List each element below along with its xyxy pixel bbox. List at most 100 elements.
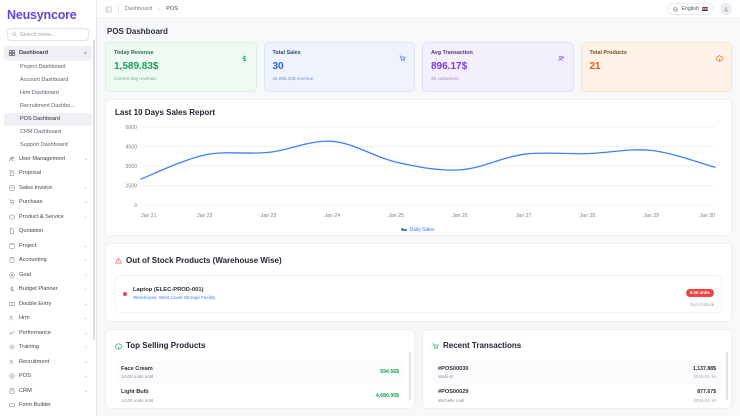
sidebar-item-accounting[interactable]: Accounting ⌄ <box>4 253 92 268</box>
breadcrumb-pos[interactable]: POS <box>166 6 178 12</box>
sidebar-item-label: Goal <box>19 271 31 278</box>
stat-card-today-revenue[interactable]: Today Revenue 1,589.83$ Current day reve… <box>105 42 257 92</box>
status-badge: 0.00 units <box>685 288 714 297</box>
product-units: 14.00 units sold <box>121 374 154 379</box>
sidebar-subitem-label: Recruitment Dashbo... <box>20 103 75 109</box>
out-of-stock-info: Laptop (ELEC-PROD-001) Warehouse: West C… <box>133 287 215 300</box>
sidebar-item-form-builder[interactable]: Form Builder <box>4 398 92 413</box>
project-icon <box>8 242 15 249</box>
sidebar-item-label: Sales Invoice <box>19 184 53 191</box>
sidebar-item-pos[interactable]: POS ⌄ <box>4 369 92 384</box>
language-label: English <box>681 6 699 12</box>
sidebar-subitem-label: Hrm Dashboard <box>20 90 59 96</box>
product-name: Face Cream <box>121 365 153 372</box>
stat-card-avg-transaction[interactable]: Avg Transaction 896.17$ 25 customers <box>422 42 574 92</box>
transaction-amount: 1,137.88$ <box>692 365 716 372</box>
sidebar-subitem-hrm-dashboard[interactable]: Hrm Dashboard <box>4 87 92 100</box>
svg-text:3000: 3000 <box>125 164 137 170</box>
sidebar-scrollbar[interactable] <box>93 40 95 340</box>
stat-sub: Current day revenue <box>114 76 156 81</box>
sidebar-item-support-ticket[interactable]: Support Ticket ⌄ <box>4 413 92 416</box>
chevron-down-icon: ⌄ <box>83 358 88 365</box>
sidebar-item-budget-planner[interactable]: Budget Planner ⌄ <box>4 282 92 297</box>
sidebar-item-user-management[interactable]: User Management ⌄ <box>4 152 92 167</box>
sidebar-item-label: Training <box>19 344 40 351</box>
sidebar-item-product-and-service[interactable]: Product & Service ⌄ <box>4 210 92 225</box>
sidebar-item-label: Proposal <box>19 170 42 177</box>
out-of-stock-row[interactable]: Laptop (ELEC-PROD-001) Warehouse: West C… <box>115 275 722 313</box>
sidebar-subitem-label: Project Dashboard <box>20 64 66 70</box>
sidebar-item-training[interactable]: Training ⌄ <box>4 340 92 355</box>
chart-up-icon <box>8 329 15 336</box>
product-name: Light Bulb <box>121 389 149 395</box>
table-row[interactable]: #POS00030 Walk-in 1,137.88$ 2026-01-16 <box>432 360 722 384</box>
list-item[interactable]: Light Bulb 12.00 units sold 4,680.00$ <box>115 384 405 408</box>
transaction-id: #POS00029 <box>438 389 469 395</box>
sidebar-item-crm[interactable]: CRM ⌄ <box>4 384 92 399</box>
sidebar-item-sales-invoice[interactable]: Sales Invoice ⌄ <box>4 181 92 196</box>
chevron-up-icon: ▲ <box>83 50 88 57</box>
recent-transactions-header: Recent Transactions <box>432 337 722 355</box>
main-area: Dashboard › POS English POS Dashboard To… <box>97 0 740 416</box>
stat-card-total-sales[interactable]: Total Sales 30 26,885.20$ revenue <box>263 42 415 92</box>
user-avatar-icon <box>723 7 729 12</box>
stat-card-total-products[interactable]: Total Products 21 <box>580 42 732 92</box>
stat-cards: Today Revenue 1,589.83$ Current day reve… <box>105 42 732 92</box>
sidebar-subitem-support-dashboard[interactable]: Support Dashboard <box>4 139 92 152</box>
list-item[interactable]: Face Cream 14.00 units sold 594.56$ <box>115 360 405 384</box>
top-selling-header: Top Selling Products <box>115 337 405 355</box>
sidebar-subitem-recruitment-dashboard[interactable]: Recruitment Dashbo... <box>4 100 92 113</box>
cart-icon <box>399 49 406 67</box>
transaction-id: #POS00030 <box>438 365 469 372</box>
sidebar-item-double-entry[interactable]: Double Entry ⌄ <box>4 297 92 312</box>
sidebar-subitem-project-dashboard[interactable]: Project Dashboard <box>4 61 92 74</box>
chevron-down-icon: ⌄ <box>83 271 88 278</box>
sidebar-item-label: Dashboard <box>19 50 49 57</box>
chevron-down-icon: ⌄ <box>83 213 88 220</box>
chart-area[interactable]: 0 1500 3000 4500 6000 Jan 21 Jan 22 Jan 23 Jan 2… <box>115 121 722 229</box>
brand-logo[interactable]: Neusyncore <box>7 8 77 22</box>
chevron-down-icon: ⌄ <box>83 344 88 351</box>
uk-flag-icon <box>702 7 708 11</box>
grid-icon <box>8 50 15 57</box>
sidebar-subitem-crm-dashboard[interactable]: CRM Dashboard <box>4 126 92 139</box>
people-icon <box>8 315 15 322</box>
sidebar-item-recruitment[interactable]: Recruitment ⌄ <box>4 355 92 370</box>
user-avatar[interactable] <box>720 3 732 15</box>
sidebar-item-project[interactable]: Project ⌄ <box>4 239 92 254</box>
svg-text:0: 0 <box>134 203 137 209</box>
sidebar-item-proposal[interactable]: Proposal <box>4 166 92 181</box>
sidebar-subitem-account-dashboard[interactable]: Account Dashboard <box>4 74 92 87</box>
stat-label: Avg Transaction <box>431 50 473 56</box>
sidebar-subitem-pos-dashboard[interactable]: POS Dashboard <box>4 112 92 126</box>
chevron-down-icon: ⌄ <box>83 387 88 394</box>
users-icon <box>8 155 15 162</box>
transaction-info: #POS00029 Michelle Hall <box>438 389 468 403</box>
sidebar-item-performance[interactable]: Performance ⌄ <box>4 326 92 341</box>
chevron-down-icon: ⌄ <box>83 199 88 206</box>
sidebar-item-purchase[interactable]: Purchase ⌄ <box>4 195 92 210</box>
stock-status-text: Out of Stock <box>689 301 714 307</box>
warehouse-label: Warehouse: West Coast Storage Facility <box>133 295 216 301</box>
transaction-date: 2026-01-16 <box>693 397 716 403</box>
top-selling-scrollbar[interactable] <box>409 351 411 400</box>
breadcrumb-dashboard[interactable]: Dashboard <box>125 6 153 12</box>
box-icon <box>8 213 15 220</box>
search-input[interactable]: Search menu... <box>7 28 89 41</box>
users-icon <box>557 49 565 67</box>
legend-label: Daily Sales <box>409 227 435 233</box>
sidebar-item-goal[interactable]: Goal ⌄ <box>4 268 92 283</box>
table-row[interactable]: #POS00029 Michelle Hall 877.67$ 2026-01-… <box>432 384 722 408</box>
sidebar-item-label: Quotation <box>19 228 44 235</box>
sidebar-item-dashboard[interactable]: Dashboard ▲ <box>4 46 92 61</box>
svg-text:Jan 25: Jan 25 <box>388 213 404 219</box>
language-selector[interactable]: English <box>667 3 714 15</box>
sidebar-item-quotation[interactable]: Quotation <box>4 224 92 239</box>
recent-transactions-scrollbar[interactable] <box>726 351 728 400</box>
svg-text:4500: 4500 <box>125 145 137 151</box>
sidebar-item-label: Double Entry <box>19 300 52 307</box>
panel-toggle-icon[interactable] <box>105 0 112 18</box>
warning-triangle-icon <box>114 251 123 269</box>
sidebar-item-hrm[interactable]: Hrm ⌄ <box>4 311 92 326</box>
sidebar: Neusyncore Search menu... Dashboard ▲ Pr… <box>0 0 97 416</box>
